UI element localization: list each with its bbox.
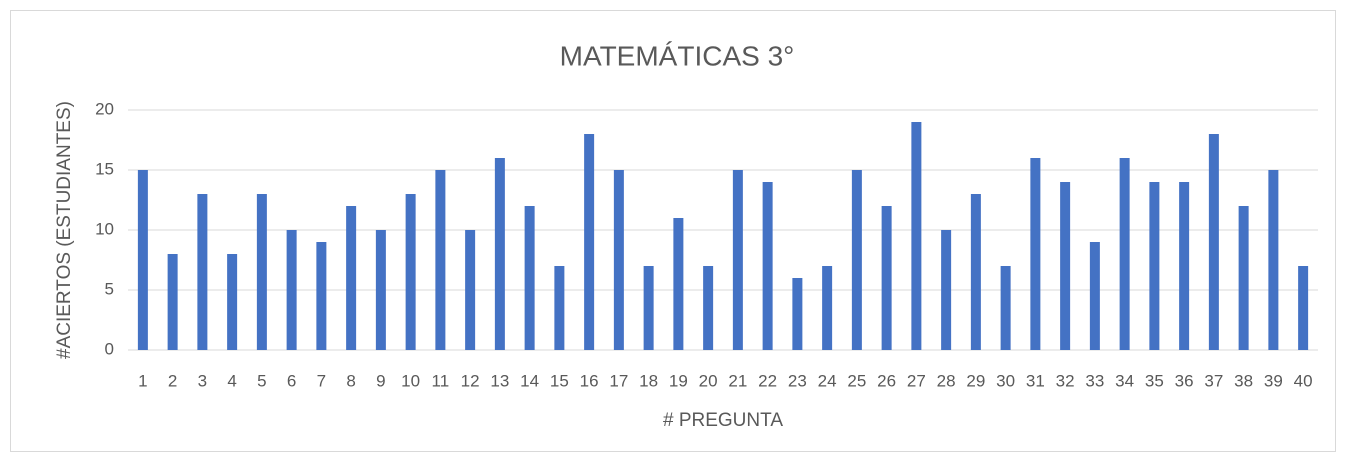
bar: [881, 206, 892, 350]
y-tick-label: 15: [95, 159, 114, 178]
x-tick-label: 2: [168, 371, 177, 390]
bar: [1000, 266, 1011, 350]
y-tick-label: 10: [95, 219, 114, 238]
x-tick-label: 13: [490, 371, 509, 390]
bar: [1060, 182, 1071, 350]
chart-frame: [10, 10, 1336, 452]
y-axis-label: #ACIERTOS (ESTUDIANTES): [54, 101, 75, 359]
bar: [911, 122, 922, 350]
bar: [167, 254, 178, 350]
x-tick-label: 19: [669, 371, 688, 390]
bar: [316, 242, 327, 350]
bar: [524, 206, 535, 350]
x-tick-label: 9: [376, 371, 385, 390]
x-axis-label: # PREGUNTA: [663, 410, 783, 431]
x-tick-label: 17: [609, 371, 628, 390]
x-tick-label: 11: [432, 371, 450, 390]
y-tick-label: 5: [105, 279, 114, 298]
x-tick-label: 39: [1264, 371, 1283, 390]
x-tick-label: 12: [461, 371, 480, 390]
bar: [1149, 182, 1160, 350]
bar: [1119, 158, 1130, 350]
x-tick-label: 8: [346, 371, 355, 390]
bar: [1208, 134, 1219, 350]
x-tick-label: 10: [401, 371, 420, 390]
x-tick-label: 26: [877, 371, 896, 390]
bar: [941, 230, 952, 350]
bar: [792, 278, 803, 350]
x-tick-label: 5: [257, 371, 266, 390]
x-tick-label: 24: [818, 371, 837, 390]
bar: [465, 230, 476, 350]
x-tick-label: 1: [138, 371, 147, 390]
bar: [1030, 158, 1041, 350]
bar: [762, 182, 773, 350]
bar: [643, 266, 654, 350]
bar: [851, 170, 862, 350]
x-tick-label: 40: [1294, 371, 1313, 390]
bar: [137, 170, 148, 350]
x-tick-label: 37: [1204, 371, 1223, 390]
x-tick-label: 22: [758, 371, 777, 390]
bar: [494, 158, 505, 350]
bar: [1179, 182, 1190, 350]
x-tick-label: 29: [966, 371, 985, 390]
x-tick-label: 3: [198, 371, 207, 390]
x-tick-label: 27: [907, 371, 926, 390]
bar: [584, 134, 595, 350]
bar: [970, 194, 981, 350]
x-tick-label: 18: [639, 371, 658, 390]
bar: [256, 194, 267, 350]
x-tick-label: 15: [550, 371, 569, 390]
x-tick-label: 28: [937, 371, 956, 390]
bar: [405, 194, 416, 350]
y-tick-label: 0: [105, 339, 114, 358]
x-tick-label: 16: [580, 371, 599, 390]
bar: [227, 254, 238, 350]
x-tick-label: 23: [788, 371, 807, 390]
x-tick-label: 7: [317, 371, 326, 390]
bar: [1268, 170, 1279, 350]
bar: [673, 218, 684, 350]
x-tick-label: 31: [1026, 371, 1045, 390]
x-tick-label: 33: [1085, 371, 1104, 390]
x-tick-label: 32: [1056, 371, 1075, 390]
x-tick-label: 14: [520, 371, 539, 390]
bar: [197, 194, 208, 350]
x-tick-label: 25: [847, 371, 866, 390]
bar: [435, 170, 446, 350]
x-tick-label: 4: [227, 371, 236, 390]
x-tick-label: 38: [1234, 371, 1253, 390]
bar: [1089, 242, 1100, 350]
bar: [554, 266, 565, 350]
bar: [822, 266, 833, 350]
chart-title: MATEMÁTICAS 3°: [560, 40, 795, 71]
x-tick-label: 30: [996, 371, 1015, 390]
bar: [346, 206, 357, 350]
x-tick-label: 36: [1175, 371, 1194, 390]
bar: [703, 266, 714, 350]
bar: [1238, 206, 1249, 350]
x-tick-label: 6: [287, 371, 296, 390]
x-tick-label: 21: [728, 371, 747, 390]
x-tick-label: 34: [1115, 371, 1134, 390]
x-tick-label: 20: [699, 371, 718, 390]
bar: [1298, 266, 1309, 350]
y-tick-label: 20: [95, 99, 114, 118]
bar: [286, 230, 297, 350]
bar: [732, 170, 743, 350]
bar: [613, 170, 624, 350]
x-tick-label: 35: [1145, 371, 1164, 390]
bar: [375, 230, 386, 350]
